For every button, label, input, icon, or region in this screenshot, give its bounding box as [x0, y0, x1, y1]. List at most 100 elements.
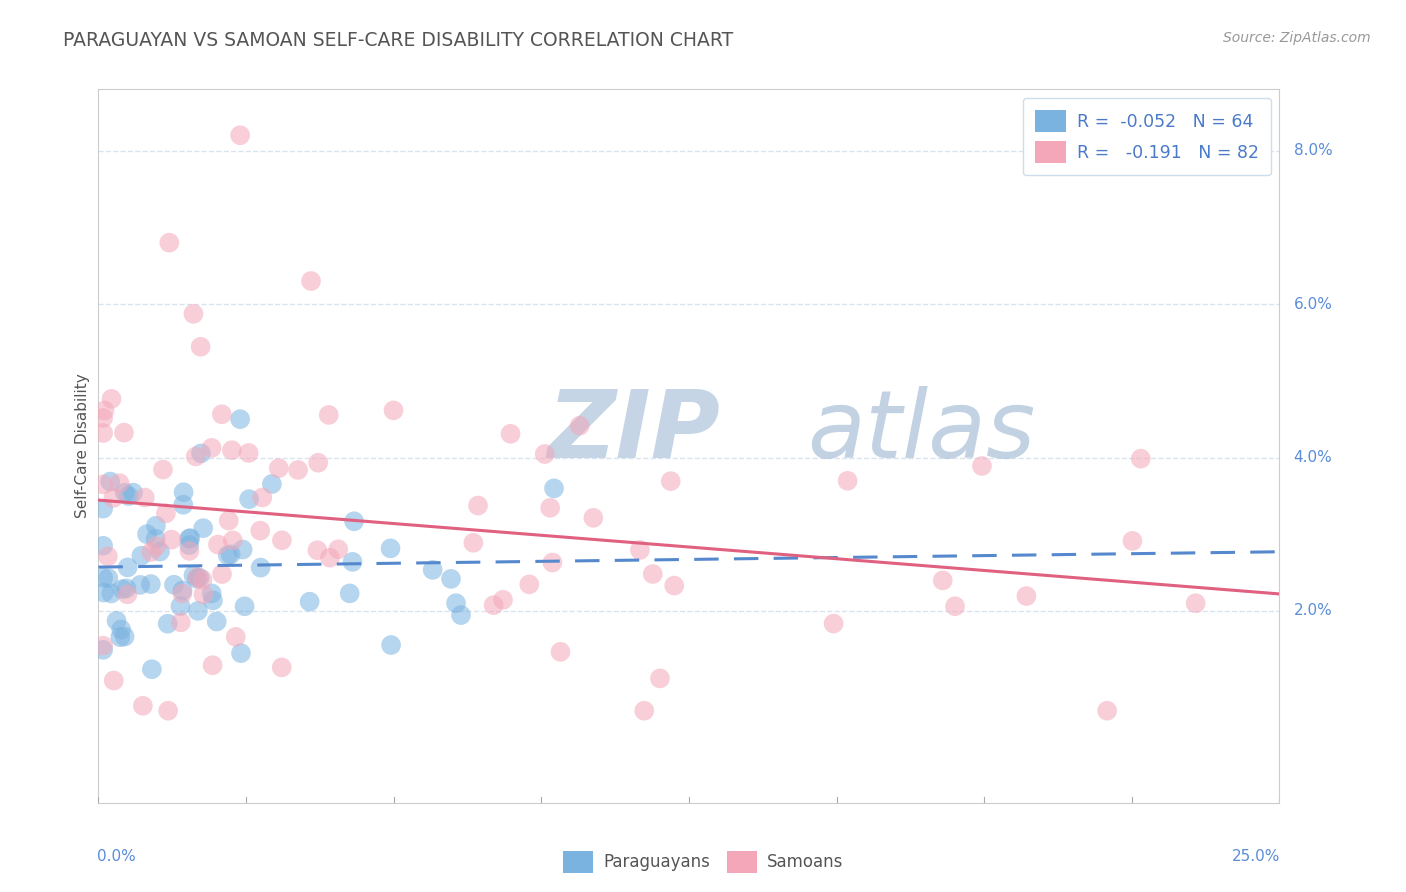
Point — [211, 407, 233, 421]
Text: 4.0%: 4.0% — [1294, 450, 1333, 465]
Point — [155, 506, 177, 520]
Point — [229, 412, 252, 426]
Point — [641, 566, 664, 581]
Point — [287, 463, 309, 477]
Point — [122, 485, 145, 500]
Point — [232, 542, 254, 557]
Point — [93, 403, 115, 417]
Legend: R =  -0.052   N = 64, R =   -0.191   N = 82: R = -0.052 N = 64, R = -0.191 N = 82 — [1022, 98, 1271, 176]
Point — [152, 462, 174, 476]
Point — [103, 491, 125, 505]
Point — [440, 572, 463, 586]
Point — [201, 586, 224, 600]
Point — [648, 672, 671, 686]
Text: Source: ZipAtlas.com: Source: ZipAtlas.com — [1223, 31, 1371, 45]
Point — [111, 582, 134, 597]
Point — [382, 403, 405, 417]
Point — [136, 527, 159, 541]
Point — [299, 274, 322, 288]
Point — [145, 539, 167, 553]
Point — [110, 630, 132, 644]
Point — [823, 616, 845, 631]
Point — [98, 475, 121, 489]
Point — [132, 698, 155, 713]
Point — [93, 585, 115, 599]
Point — [1184, 596, 1206, 610]
Point — [582, 511, 605, 525]
Point — [97, 549, 120, 564]
Point — [110, 623, 132, 637]
Point — [1129, 451, 1152, 466]
Point — [342, 555, 364, 569]
Point — [172, 498, 194, 512]
Point — [568, 418, 591, 433]
Point — [422, 563, 444, 577]
Point — [541, 556, 564, 570]
Point — [517, 577, 540, 591]
Point — [249, 560, 271, 574]
Point — [307, 543, 329, 558]
Point — [201, 658, 224, 673]
Point — [1095, 704, 1118, 718]
Point — [163, 578, 186, 592]
Point — [190, 446, 212, 460]
Point — [380, 541, 402, 556]
Point — [129, 578, 152, 592]
Text: 2.0%: 2.0% — [1294, 604, 1333, 618]
Point — [108, 476, 131, 491]
Point — [267, 461, 290, 475]
Text: 0.0%: 0.0% — [97, 849, 136, 864]
Point — [193, 521, 215, 535]
Point — [91, 539, 114, 553]
Text: 8.0%: 8.0% — [1294, 143, 1333, 158]
Point — [134, 491, 156, 505]
Point — [91, 501, 114, 516]
Point — [131, 549, 153, 563]
Point — [169, 599, 191, 613]
Legend: Paraguayans, Samoans: Paraguayans, Samoans — [557, 845, 849, 880]
Point — [270, 660, 292, 674]
Point — [141, 545, 163, 559]
Point — [149, 544, 172, 558]
Point — [543, 481, 565, 495]
Point — [319, 550, 342, 565]
Point — [482, 598, 505, 612]
Point — [499, 426, 522, 441]
Point — [628, 543, 651, 558]
Point — [157, 235, 180, 250]
Point — [229, 646, 252, 660]
Point — [943, 599, 966, 614]
Point — [172, 583, 194, 598]
Point — [117, 489, 139, 503]
Point — [190, 340, 212, 354]
Point — [117, 587, 139, 601]
Point — [179, 538, 201, 552]
Point — [380, 638, 402, 652]
Text: 6.0%: 6.0% — [1294, 296, 1333, 311]
Point — [217, 548, 239, 562]
Point — [218, 514, 240, 528]
Point — [173, 485, 195, 500]
Point — [233, 599, 256, 614]
Y-axis label: Self-Care Disability: Self-Care Disability — [75, 374, 90, 518]
Point — [328, 542, 350, 557]
Point — [183, 307, 205, 321]
Point — [467, 499, 489, 513]
Point — [205, 615, 228, 629]
Point — [187, 604, 209, 618]
Point — [538, 500, 561, 515]
Point — [238, 446, 260, 460]
Point — [191, 573, 214, 587]
Text: ZIP: ZIP — [547, 385, 720, 478]
Text: 25.0%: 25.0% — [1232, 849, 1281, 864]
Point — [91, 639, 114, 653]
Point — [463, 536, 485, 550]
Point — [183, 568, 205, 582]
Point — [219, 547, 242, 561]
Point — [207, 538, 229, 552]
Point — [91, 477, 114, 491]
Point — [179, 544, 201, 558]
Point — [179, 531, 201, 545]
Text: atlas: atlas — [807, 386, 1035, 477]
Point — [1015, 589, 1038, 603]
